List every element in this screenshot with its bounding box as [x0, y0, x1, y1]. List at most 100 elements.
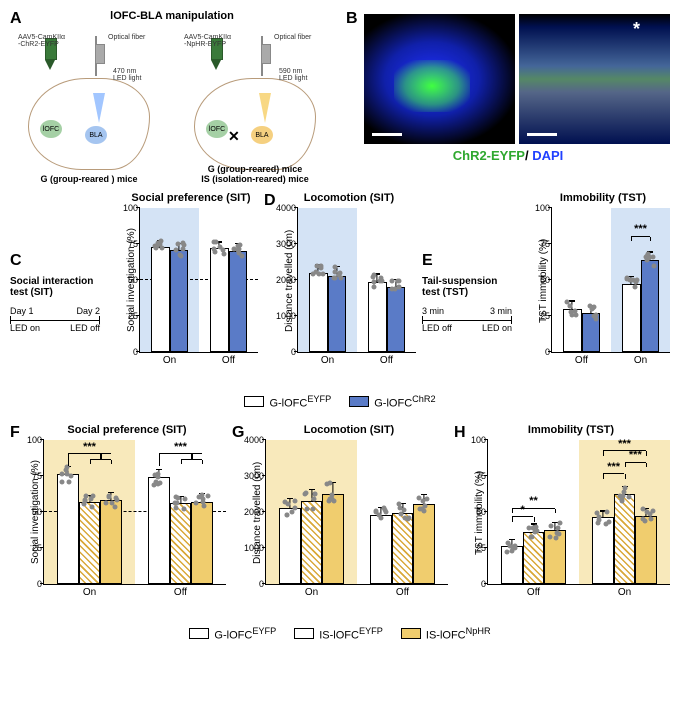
y-tick-label: 100	[535, 203, 550, 213]
data-point	[650, 254, 655, 259]
data-point	[641, 506, 646, 511]
data-point	[286, 502, 291, 507]
significance-marker: ***	[607, 461, 620, 473]
data-point	[402, 508, 407, 513]
data-point	[172, 500, 177, 505]
data-point	[420, 507, 425, 512]
bar	[641, 260, 659, 352]
y-tick-label: 3000	[244, 471, 264, 481]
diagram-left: AAV5-CamKIIα -ChR2-EYFP Optical fiber 47…	[10, 28, 168, 184]
data-point	[381, 505, 386, 510]
histology-caption: ChR2-EYFP/ DAPI	[346, 148, 670, 163]
bottom-label-left: G (group-reared ) mice	[10, 174, 168, 184]
data-point	[593, 313, 598, 318]
data-point	[651, 263, 656, 268]
data-point	[303, 491, 308, 496]
bar	[170, 503, 192, 584]
data-point	[114, 497, 119, 502]
y-tick-label: 0	[545, 347, 550, 357]
scale-bar-icon	[372, 133, 402, 136]
bar	[635, 516, 657, 584]
chart-c: Social preference (SIT)Social investigat…	[106, 192, 258, 353]
data-point	[284, 513, 289, 518]
data-point	[213, 250, 218, 255]
y-tick-label: 4000	[276, 203, 296, 213]
data-point	[103, 501, 108, 506]
panel-label-e: E	[422, 252, 512, 270]
x-group-label: Off	[174, 587, 187, 598]
fiber-icon	[95, 36, 97, 76]
virus-label: AAV5-CamKIIα -ChR2-EYFP	[18, 34, 65, 48]
panel-label-c: C	[10, 252, 100, 270]
chart-title: Immobility (TST)	[536, 192, 670, 204]
y-tick-label: 4000	[244, 435, 264, 445]
data-point	[313, 270, 318, 275]
data-point	[395, 279, 400, 284]
y-tick-label: 75	[32, 471, 42, 481]
iofc-blob: lOFC	[40, 120, 62, 138]
virus-label: AAV5-CamKIIα -NpHR-EYFP	[184, 34, 231, 48]
chart-plot: 0255075100OnOff******	[43, 440, 226, 585]
tst-protocol: E Tail-suspension test (TST) 3 min3 min …	[422, 192, 512, 333]
legend-g-chr2: G-lOFCChR2	[349, 394, 435, 410]
panel-label-b: B	[346, 10, 358, 28]
data-point	[528, 535, 533, 540]
data-point	[573, 313, 578, 318]
data-point	[194, 500, 199, 505]
data-point	[337, 270, 342, 275]
y-tick-label: 50	[476, 507, 486, 517]
bar	[301, 501, 323, 584]
chart-d: D Locomotion (SIT)Distance travelled (cm…	[264, 192, 416, 353]
data-point	[547, 535, 552, 540]
diagram-right: AAV5-CamKIIα -NpHR-EYFP Optical fiber 59…	[176, 28, 334, 184]
data-point	[69, 474, 74, 479]
y-tick-label: 75	[476, 471, 486, 481]
y-tick-label: 25	[32, 543, 42, 553]
data-point	[332, 276, 337, 281]
y-tick-label: 25	[476, 543, 486, 553]
bar	[79, 502, 101, 584]
data-point	[338, 275, 343, 280]
y-tick-label: 75	[128, 239, 138, 249]
legend-is-eyfp: IS-lOFCEYFP	[294, 626, 383, 642]
data-point	[327, 481, 332, 486]
y-tick-label: 2000	[244, 507, 264, 517]
data-point	[554, 530, 559, 535]
data-point	[239, 254, 244, 259]
data-point	[603, 521, 608, 526]
x-group-label: On	[163, 355, 176, 366]
data-point	[201, 500, 206, 505]
bar	[614, 494, 636, 583]
x-group-label: Off	[527, 587, 540, 598]
data-point	[371, 273, 376, 278]
data-point	[311, 497, 316, 502]
chart-title: Locomotion (SIT)	[282, 192, 416, 204]
histology-left	[364, 14, 515, 144]
y-tick-label: 25	[540, 311, 550, 321]
bar	[523, 532, 545, 584]
fiber-label: Optical fiber	[274, 34, 311, 41]
x-group-label: Off	[380, 355, 393, 366]
x-group-label: On	[305, 587, 318, 598]
chart-h: H Immobility (TST)TST immobility (%)0255…	[454, 424, 670, 585]
chart-title: Social preference (SIT)	[124, 192, 258, 204]
chart-title: Immobility (TST)	[472, 424, 670, 436]
legend-g-eyfp: G-lOFCEYFP	[244, 394, 331, 410]
data-point	[183, 496, 188, 501]
light-cone-icon	[93, 93, 105, 123]
data-point	[180, 246, 185, 251]
data-point	[371, 280, 376, 285]
data-point	[110, 500, 115, 505]
data-point	[63, 468, 68, 473]
data-point	[641, 516, 646, 521]
bar	[309, 273, 327, 352]
y-tick-label: 50	[32, 507, 42, 517]
panel-a-title: lOFC-BLA manipulation	[10, 10, 334, 22]
data-point	[315, 263, 320, 268]
bla-blob: BLA	[251, 126, 273, 144]
iofc-blob: lOFC	[206, 120, 228, 138]
bar	[170, 250, 188, 352]
data-point	[596, 517, 601, 522]
data-point	[199, 492, 204, 497]
x-group-label: On	[634, 355, 647, 366]
